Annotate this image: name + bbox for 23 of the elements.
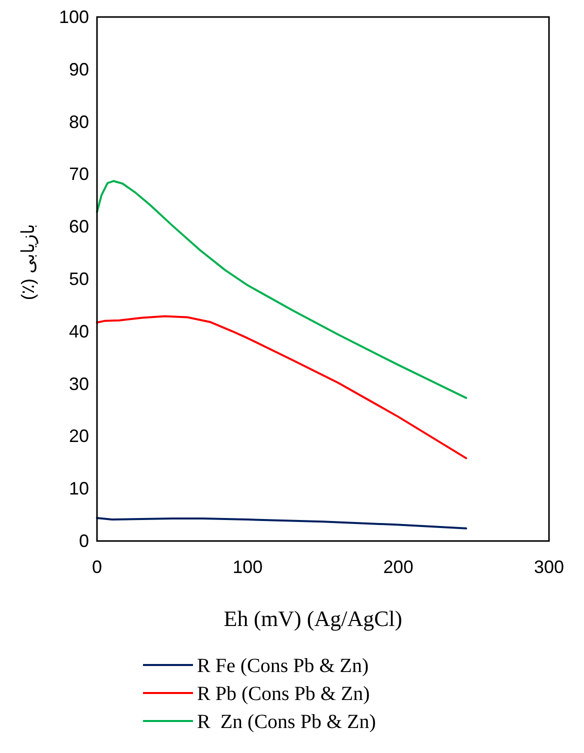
y-tick-label: 50 [68, 269, 89, 289]
y-tick-label: 80 [68, 112, 89, 132]
y-tick-label: 20 [68, 426, 89, 446]
x-tick-label: 200 [383, 557, 414, 577]
line-series [96, 315, 468, 460]
line-series [96, 180, 468, 399]
legend-label: R Zn (Cons Pb & Zn) [197, 711, 376, 733]
y-tick-label: 30 [68, 374, 89, 394]
x-tick-label: 0 [92, 557, 102, 577]
x-tick-label: 300 [534, 557, 564, 577]
y-tick-label: 0 [78, 531, 89, 551]
legend-label: R Fe (Cons Pb & Zn) [197, 655, 369, 677]
line-series [96, 516, 468, 530]
y-tick-label: 90 [68, 59, 89, 80]
y-tick-label: 40 [68, 321, 89, 342]
x-axis-title: Eh (mV) (Ag/AgCl) [224, 606, 402, 631]
y-axis-title: بازیابی (٪) [18, 224, 39, 300]
y-tick-label: 70 [68, 164, 89, 184]
y-tick-label: 10 [68, 478, 89, 499]
legend-label: R Pb (Cons Pb & Zn) [197, 683, 370, 705]
x-tick-label: 100 [232, 557, 263, 577]
y-tick-label: 60 [68, 216, 89, 237]
y-tick-label: 100 [58, 7, 89, 27]
